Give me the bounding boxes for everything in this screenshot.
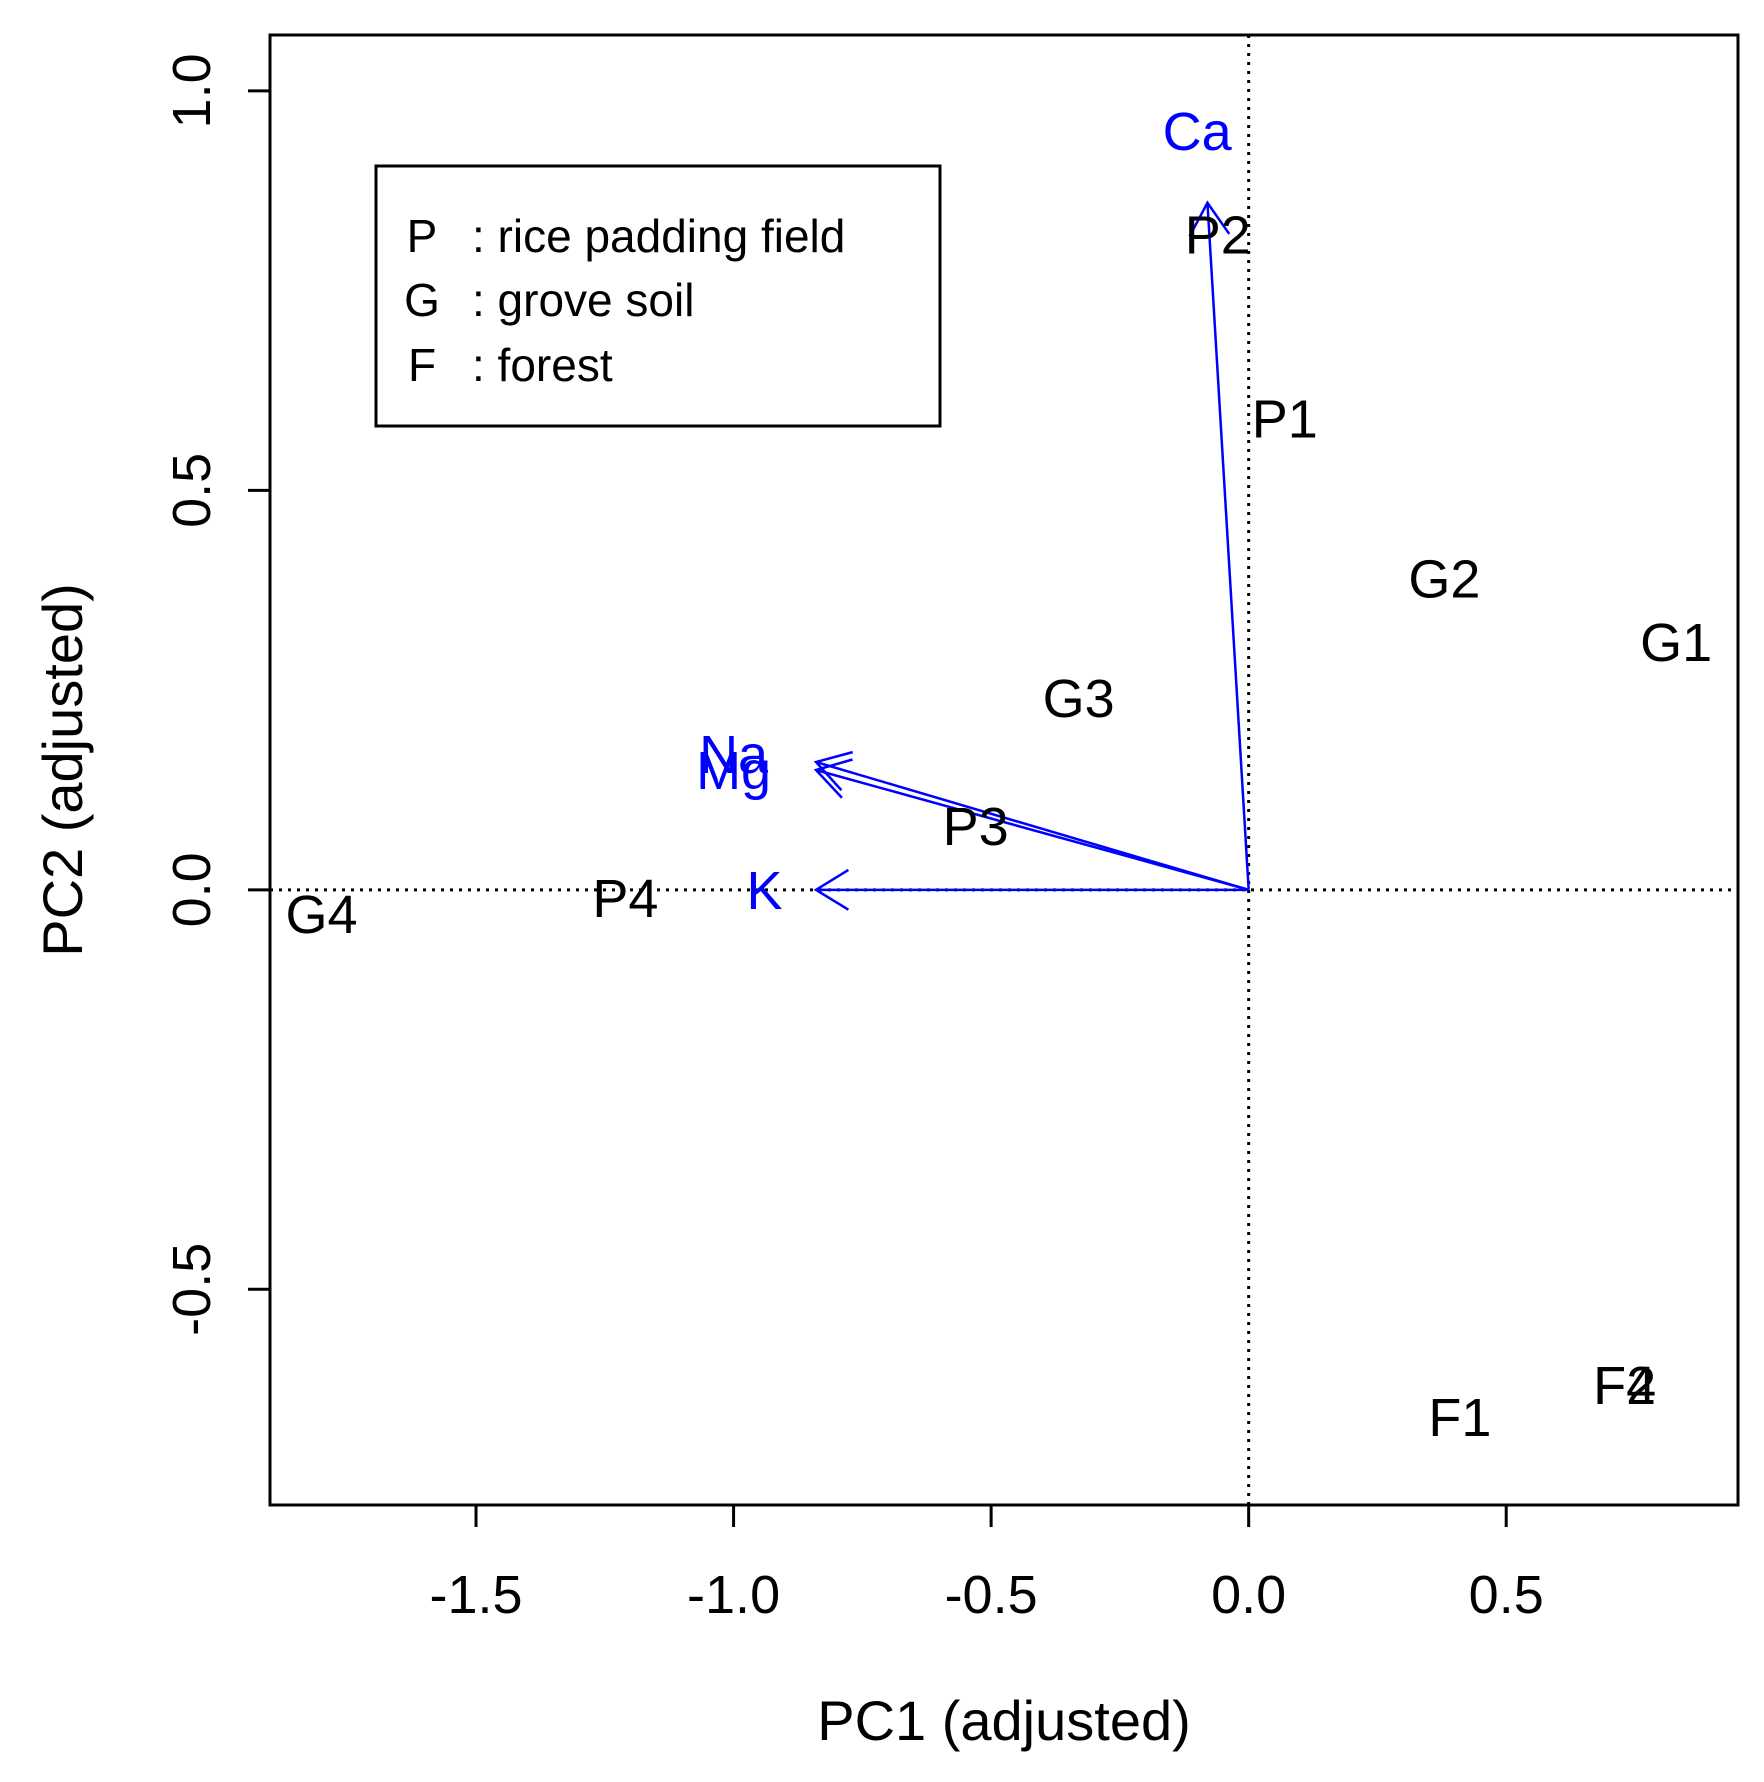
legend-label: : grove soil (472, 274, 694, 326)
loading-arrow-ca (1188, 200, 1250, 890)
legend-entry: G : grove soil (404, 274, 694, 326)
plot-frame (268, 33, 1740, 1507)
legend-box (374, 164, 942, 428)
point-label-p2: P2 (1185, 206, 1251, 266)
loading-arrow-na (813, 750, 1250, 892)
point-label-g1: G1 (1640, 613, 1712, 673)
legend-label: : rice padding field (472, 210, 845, 262)
point-label-g2: G2 (1408, 549, 1480, 609)
legend-key: P (407, 210, 438, 262)
loading-arrow-head (813, 868, 850, 911)
x-axis-title: PC1 (adjusted) (817, 1689, 1191, 1752)
legend-entry: P : rice padding field (407, 210, 846, 262)
y-tick-label: -0.5 (162, 1243, 222, 1336)
legend: P : rice padding field G : grove soil F … (374, 164, 942, 428)
x-tick-label: -0.5 (945, 1565, 1038, 1625)
loading-arrow-k (813, 868, 1249, 911)
loading-arrow-head (1188, 200, 1231, 237)
y-tick-label: 0.5 (162, 453, 222, 528)
x-tick-label: 0.0 (1211, 1565, 1286, 1625)
point-label-f4: F4 (1593, 1356, 1656, 1416)
y-tick-label: 1.0 (162, 53, 222, 128)
point-label-p1: P1 (1252, 389, 1318, 449)
y-tick-label: 0.0 (162, 852, 222, 927)
legend-entry: F : forest (408, 339, 613, 391)
loading-label-ca: Ca (1163, 102, 1233, 162)
loading-arrow-shaft (815, 768, 1250, 892)
loading-label-na: Na (699, 725, 769, 785)
legend-label: : forest (472, 339, 613, 391)
loading-arrow-mg (813, 758, 1250, 892)
loading-arrow-head (813, 750, 854, 792)
x-tick-label: -1.5 (430, 1565, 523, 1625)
legend-key: F (408, 339, 436, 391)
loading-arrow-shaft (1206, 202, 1250, 890)
x-tick-label: -1.0 (687, 1565, 780, 1625)
point-label-p4: P4 (592, 869, 658, 929)
x-axis: -1.5 -1.0 -0.5 0.0 0.5 (430, 1505, 1544, 1625)
point-label-f1: F1 (1428, 1388, 1491, 1448)
loading-arrows (813, 200, 1250, 911)
point-label-p3: P3 (943, 797, 1009, 857)
y-axis-title: PC2 (adjusted) (31, 583, 94, 957)
loading-arrow-head (813, 758, 853, 799)
reference-lines (270, 35, 1738, 1505)
loading-arrow-shaft (815, 760, 1250, 892)
loading-label-k: K (746, 861, 782, 921)
loading-label-mg: Mg (696, 741, 771, 801)
point-label-g4: G4 (285, 885, 357, 945)
point-label-f2: F2 (1593, 1356, 1656, 1416)
legend-key: G (404, 274, 440, 326)
x-tick-label: 0.5 (1469, 1565, 1544, 1625)
point-label-g3: G3 (1043, 669, 1115, 729)
y-axis: -0.5 0.0 0.5 1.0 (162, 53, 270, 1336)
